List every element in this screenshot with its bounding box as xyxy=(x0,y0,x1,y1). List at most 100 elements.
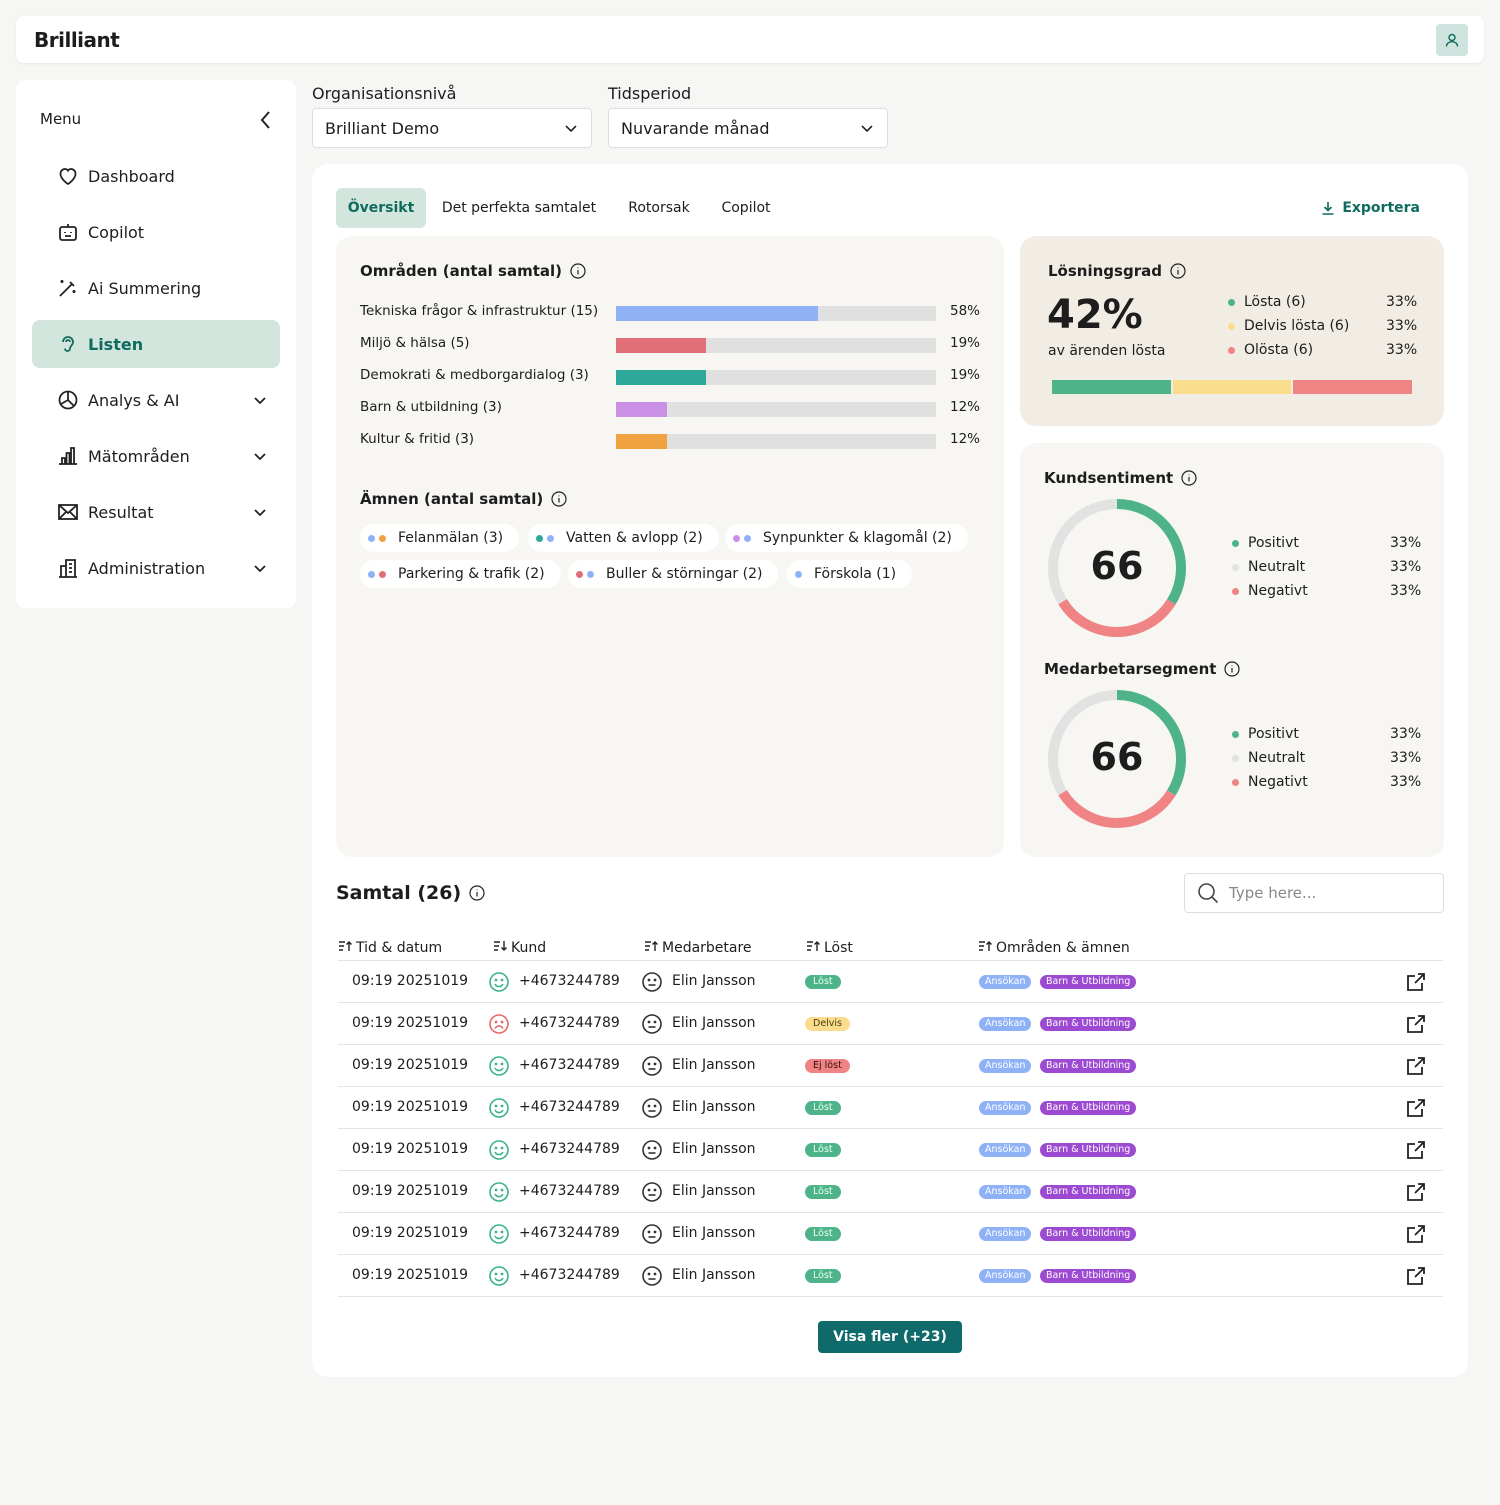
customer-phone: +4673244789 xyxy=(519,1141,620,1157)
info-icon[interactable] xyxy=(1224,661,1241,677)
customer-phone: +4673244789 xyxy=(519,1183,620,1199)
chevron-down-icon[interactable] xyxy=(248,556,272,580)
col-areas[interactable]: Områden & ämnen xyxy=(978,940,1130,956)
status-badge: Löst xyxy=(805,975,841,989)
topic-chip[interactable]: Förskola (1) xyxy=(787,560,913,588)
tag-pill: Barn & Utbildning xyxy=(1040,1017,1137,1031)
tag-pill: Barn & Utbildning xyxy=(1040,1185,1137,1199)
legend-percent: 33% xyxy=(1390,559,1422,575)
app-logo[interactable]: Brilliant xyxy=(34,28,120,52)
topic-chip[interactable]: Parkering & trafik (2) xyxy=(360,560,561,588)
time-period-select[interactable]: Nuvarande månad xyxy=(608,108,888,148)
external-link-icon[interactable] xyxy=(1405,1265,1427,1287)
agent-name: Elin Jansson xyxy=(672,1267,756,1283)
customer-phone: +4673244789 xyxy=(519,1099,620,1115)
chevron-down-icon[interactable] xyxy=(248,500,272,524)
calls-title-text: Samtal (26) xyxy=(336,882,462,904)
menu-heading: Menu xyxy=(40,110,82,128)
chevron-down-icon xyxy=(565,125,577,133)
color-dot xyxy=(587,570,594,578)
call-time: 09:19 20251019 xyxy=(352,973,469,989)
table-row[interactable]: 09:19 20251019 +4673244789 Elin Jansson Del… xyxy=(338,1003,1443,1045)
info-icon[interactable] xyxy=(1181,470,1197,486)
tag-pill: Barn & Utbildning xyxy=(1040,975,1137,989)
col-customer[interactable]: Kund xyxy=(493,940,546,956)
topics-title: Ämnen (antal samtal) xyxy=(360,490,567,508)
search-field[interactable] xyxy=(1184,873,1444,913)
table-row[interactable]: 09:19 20251019 +4673244789 Elin Jansson Lös… xyxy=(338,1087,1443,1129)
topic-chip[interactable]: Synpunkter & klagomål (2) xyxy=(725,524,968,552)
topic-chip[interactable]: Felanmälan (3) xyxy=(360,524,520,552)
sidebar-item-dashboard[interactable]: Dashboard xyxy=(32,152,280,200)
table-row[interactable]: 09:19 20251019 +4673244789 Elin Jansson Ej … xyxy=(338,1045,1443,1087)
customer-sentiment-gauge xyxy=(1048,499,1186,637)
sidebar-item-resultat[interactable]: Resultat xyxy=(32,488,280,536)
call-time: 09:19 20251019 xyxy=(352,1267,469,1283)
external-link-icon[interactable] xyxy=(1405,1013,1427,1035)
table-row[interactable]: 09:19 20251019 +4673244789 Elin Jansson Lös… xyxy=(338,1255,1443,1297)
table-row[interactable]: 09:19 20251019 +4673244789 Elin Jansson Lös… xyxy=(338,1171,1443,1213)
sentiment-card: Kundsentiment 66 Positivt 33% Neutralt 33% N… xyxy=(1020,443,1444,857)
happy-face-icon xyxy=(488,1139,510,1161)
neutral-face-icon xyxy=(641,1223,663,1245)
external-link-icon[interactable] xyxy=(1405,1097,1427,1119)
legend-item: Neutralt 33% xyxy=(1232,750,1430,766)
info-icon[interactable] xyxy=(570,263,586,279)
tab-perfect-call[interactable]: Det perfekta samtalet xyxy=(441,200,597,216)
sidebar-item-analys-ai[interactable]: Analys & AI xyxy=(32,376,280,424)
legend-dot xyxy=(1228,322,1235,330)
area-bar-track xyxy=(616,306,936,321)
table-row[interactable]: 09:19 20251019 +4673244789 Elin Jansson Lös… xyxy=(338,961,1443,1003)
topic-dots xyxy=(368,534,386,542)
pie-chart-icon xyxy=(56,388,80,412)
collapse-sidebar-button[interactable] xyxy=(256,108,276,132)
col-resolved[interactable]: Löst xyxy=(806,940,853,956)
info-icon[interactable] xyxy=(1170,263,1186,279)
export-button[interactable]: Exportera xyxy=(1320,200,1420,216)
sidebar-item-copilot[interactable]: Copilot xyxy=(32,208,280,256)
sidebar-item-ai-summering[interactable]: Ai Summering xyxy=(32,264,280,312)
topic-chip[interactable]: Vatten & avlopp (2) xyxy=(528,524,719,552)
show-more-button[interactable]: Visa fler (+23) xyxy=(818,1321,962,1353)
agent-name: Elin Jansson xyxy=(672,1141,756,1157)
legend-label: Olösta (6) xyxy=(1244,342,1314,358)
search-input[interactable] xyxy=(1229,884,1429,902)
topic-dots xyxy=(733,534,751,542)
col-agent[interactable]: Medarbetare xyxy=(644,940,752,956)
org-level-value: Brilliant Demo xyxy=(325,118,440,138)
area-row: Demokrati & medborgardialog (3) 19% xyxy=(360,366,980,386)
external-link-icon[interactable] xyxy=(1405,971,1427,993)
sidebar-item-mätområden[interactable]: Mätområden xyxy=(32,432,280,480)
external-link-icon[interactable] xyxy=(1405,1223,1427,1245)
topic-dots xyxy=(368,570,386,578)
sidebar-item-listen[interactable]: Listen xyxy=(32,320,280,368)
external-link-icon[interactable] xyxy=(1405,1139,1427,1161)
customer-phone: +4673244789 xyxy=(519,1225,620,1241)
chevron-down-icon[interactable] xyxy=(248,388,272,412)
sidebar-item-label: Administration xyxy=(88,558,206,578)
tab-root-cause[interactable]: Rotorsak xyxy=(628,200,690,216)
topic-label: Synpunkter & klagomål (2) xyxy=(763,530,952,546)
sidebar-item-label: Mätområden xyxy=(88,446,190,466)
topic-dots xyxy=(576,570,594,578)
tag-pill: Ansökan xyxy=(979,1059,1032,1073)
user-profile-button[interactable] xyxy=(1436,24,1468,56)
agent-name: Elin Jansson xyxy=(672,1099,756,1115)
tab-copilot[interactable]: Copilot xyxy=(721,200,771,216)
external-link-icon[interactable] xyxy=(1405,1055,1427,1077)
col-time[interactable]: Tid & datum xyxy=(338,940,442,956)
tab-oversikt[interactable]: Översikt xyxy=(336,188,426,228)
sidebar-item-administration[interactable]: Administration xyxy=(32,544,280,592)
topic-label: Buller & störningar (2) xyxy=(606,566,763,582)
topic-label: Vatten & avlopp (2) xyxy=(566,530,703,546)
org-level-select[interactable]: Brilliant Demo xyxy=(312,108,592,148)
external-link-icon[interactable] xyxy=(1405,1181,1427,1203)
info-icon[interactable] xyxy=(551,491,567,507)
table-row[interactable]: 09:19 20251019 +4673244789 Elin Jansson Lös… xyxy=(338,1213,1443,1255)
info-icon[interactable] xyxy=(469,885,485,901)
table-row[interactable]: 09:19 20251019 +4673244789 Elin Jansson Lös… xyxy=(338,1129,1443,1171)
topic-chip[interactable]: Buller & störningar (2) xyxy=(568,560,779,588)
legend-percent: 33% xyxy=(1390,535,1422,551)
envelope-icon xyxy=(56,500,80,524)
chevron-down-icon[interactable] xyxy=(248,444,272,468)
